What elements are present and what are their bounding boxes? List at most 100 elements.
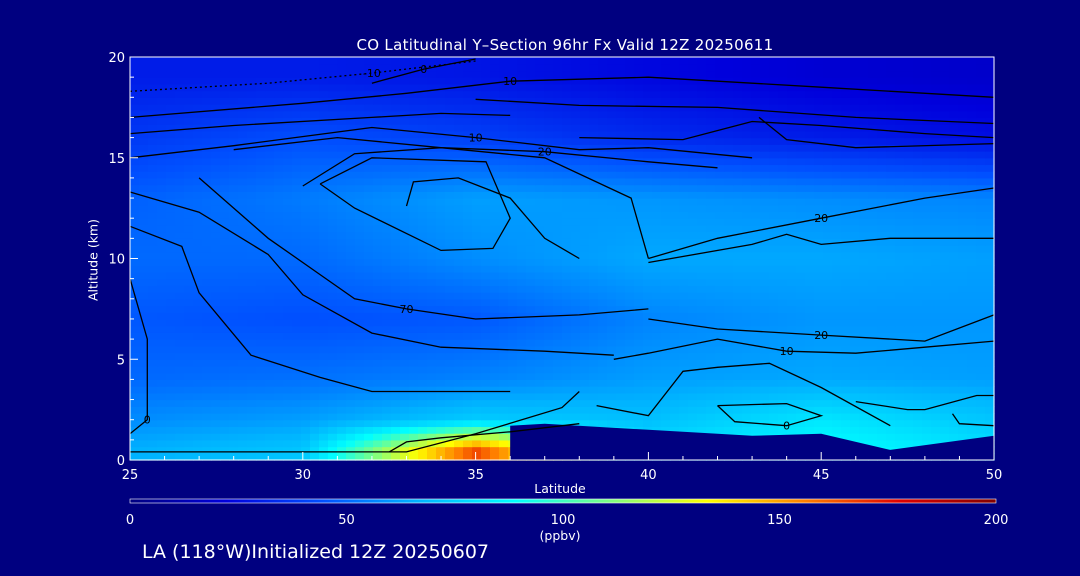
field-cell: [481, 144, 491, 152]
field-cell: [130, 406, 140, 414]
field-cell: [463, 191, 473, 199]
field-cell: [157, 318, 167, 327]
field-cell: [913, 171, 923, 179]
field-cell: [607, 372, 617, 380]
field-cell: [913, 433, 923, 441]
field-cell: [661, 191, 671, 199]
field-cell: [202, 359, 212, 367]
field-cell: [598, 325, 608, 333]
field-cell: [166, 379, 176, 387]
field-cell: [679, 345, 689, 354]
field-cell: [985, 426, 995, 434]
field-cell: [337, 419, 347, 428]
field-cell: [400, 184, 410, 192]
field-cell: [598, 117, 608, 125]
field-cell: [130, 164, 140, 172]
field-cell: [931, 379, 941, 387]
field-cell: [688, 305, 698, 313]
field-cell: [400, 144, 410, 152]
field-cell: [850, 204, 860, 213]
field-cell: [805, 406, 815, 414]
field-cell: [571, 285, 581, 293]
field-cell: [418, 379, 428, 387]
field-cell: [715, 426, 725, 434]
field-cell: [571, 231, 581, 239]
field-cell: [859, 278, 869, 286]
field-cell: [760, 171, 770, 179]
field-cell: [940, 412, 950, 421]
field-cell: [778, 419, 788, 428]
field-cell: [976, 305, 986, 313]
field-cell: [409, 238, 419, 246]
field-cell: [877, 419, 887, 428]
field-cell: [715, 171, 725, 179]
field-cell: [508, 171, 518, 179]
field-cell: [238, 406, 248, 414]
field-cell: [256, 191, 266, 199]
field-cell: [976, 406, 986, 414]
field-cell: [175, 399, 185, 407]
field-cell: [292, 245, 302, 253]
field-cell: [625, 305, 635, 313]
field-cell: [733, 184, 743, 192]
field-cell: [850, 218, 860, 226]
field-cell: [238, 265, 248, 273]
field-cell: [733, 399, 743, 407]
field-cell: [508, 419, 518, 428]
field-cell: [580, 419, 590, 428]
field-cell: [472, 426, 482, 434]
field-cell: [823, 312, 833, 320]
field-cell: [148, 426, 158, 434]
field-cell: [931, 433, 941, 441]
field-cell: [157, 211, 167, 219]
field-cell: [292, 439, 302, 448]
field-cell: [553, 332, 563, 340]
field-cell: [607, 332, 617, 340]
field-cell: [319, 446, 329, 454]
field-cell: [337, 426, 347, 434]
field-cell: [787, 278, 797, 286]
field-cell: [373, 439, 383, 448]
field-cell: [859, 392, 869, 401]
field-cell: [571, 345, 581, 354]
field-cell: [463, 365, 473, 374]
field-cell: [751, 251, 761, 260]
field-cell: [859, 224, 869, 233]
field-cell: [625, 292, 635, 300]
field-cell: [877, 439, 887, 448]
field-cell: [481, 265, 491, 273]
field-cell: [562, 406, 572, 414]
field-cell: [760, 305, 770, 313]
field-cell: [895, 352, 905, 360]
field-cell: [733, 359, 743, 367]
field-cell: [616, 372, 626, 380]
field-cell: [760, 157, 770, 166]
field-cell: [769, 130, 779, 139]
field-cell: [508, 191, 518, 199]
field-cell: [364, 392, 374, 401]
field-cell: [706, 191, 716, 199]
field-cell: [265, 298, 275, 307]
field-cell: [850, 379, 860, 387]
field-cell: [328, 298, 338, 307]
field-cell: [967, 211, 977, 219]
field-cell: [895, 164, 905, 172]
field-cell: [166, 245, 176, 253]
field-cell: [274, 406, 284, 414]
field-cell: [139, 285, 149, 293]
field-cell: [553, 117, 563, 125]
field-cell: [283, 365, 293, 374]
field-cell: [625, 285, 635, 293]
field-cell: [787, 177, 797, 186]
field-cell: [418, 292, 428, 300]
field-cell: [310, 151, 320, 159]
field-cell: [256, 177, 266, 186]
field-cell: [562, 339, 572, 347]
field-cell: [238, 171, 248, 179]
field-cell: [337, 218, 347, 226]
field-cell: [589, 151, 599, 159]
field-cell: [598, 318, 608, 327]
field-cell: [427, 312, 437, 320]
field-cell: [283, 258, 293, 266]
field-cell: [697, 151, 707, 159]
